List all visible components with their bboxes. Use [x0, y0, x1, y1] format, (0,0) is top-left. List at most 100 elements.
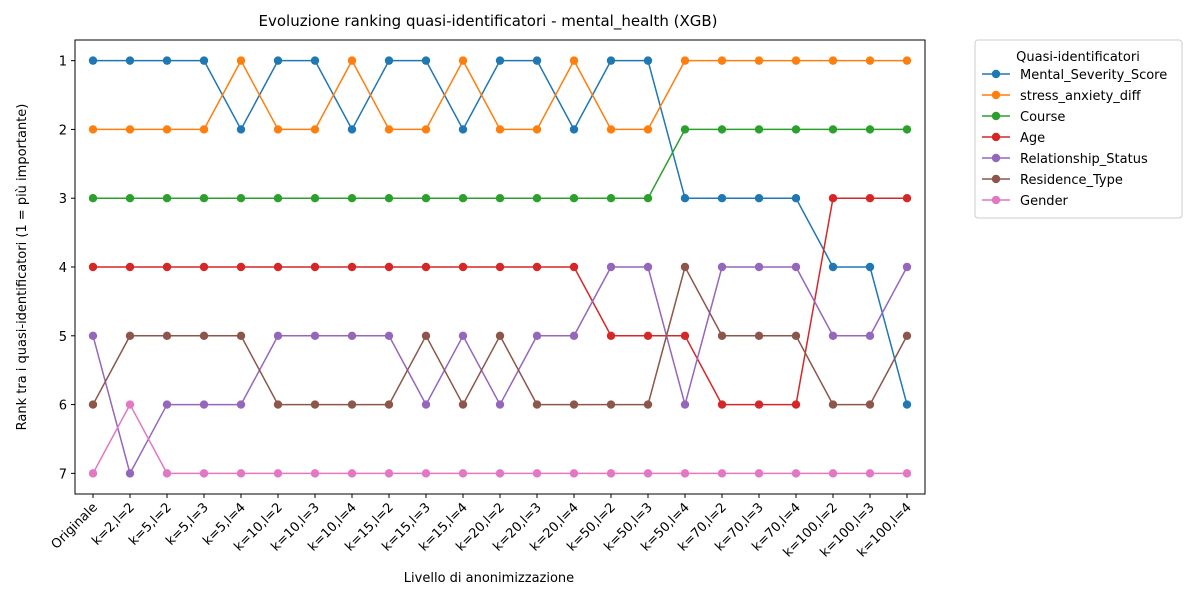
data-point	[273, 400, 283, 409]
data-point	[680, 400, 690, 409]
data-point	[495, 400, 505, 409]
data-point	[162, 56, 172, 65]
data-point	[421, 469, 431, 478]
data-point	[236, 125, 246, 134]
legend-swatch-marker	[991, 69, 1001, 79]
data-point	[347, 56, 357, 65]
data-point	[606, 331, 616, 340]
data-point	[569, 400, 579, 409]
legend-title: Quasi-identificatori	[1016, 50, 1140, 65]
data-point	[458, 125, 468, 134]
data-point	[902, 262, 912, 272]
series-Age	[88, 194, 912, 409]
y-tick-label: 1	[59, 55, 67, 70]
data-point	[532, 125, 542, 134]
series-stress_anxiety_diff	[88, 56, 912, 134]
data-point	[88, 331, 98, 340]
data-point	[569, 56, 579, 65]
legend-swatch-marker	[991, 132, 1001, 142]
data-point	[902, 400, 912, 409]
data-point	[643, 469, 653, 478]
data-point	[643, 194, 653, 203]
data-point	[865, 400, 875, 409]
data-point	[902, 125, 912, 134]
data-point	[199, 262, 209, 272]
legend-entry: Gender	[982, 194, 1069, 209]
series-line	[92, 266, 908, 476]
legend-swatch-marker	[991, 174, 1001, 184]
legend-swatch-marker	[991, 90, 1001, 100]
data-point	[384, 194, 394, 203]
legend-label: Mental_Severity_Score	[1020, 68, 1167, 83]
data-point	[458, 56, 468, 65]
data-point	[865, 194, 875, 203]
legend-frame	[974, 39, 1183, 219]
data-point	[643, 262, 653, 272]
legend-swatch-marker	[991, 153, 1001, 163]
data-point	[162, 400, 172, 409]
data-point	[902, 469, 912, 478]
data-point	[791, 262, 801, 272]
data-point	[865, 469, 875, 478]
chart-title: Evoluzione ranking quasi-identificatori …	[259, 12, 718, 31]
data-point	[347, 469, 357, 478]
data-point	[347, 194, 357, 203]
data-point	[347, 400, 357, 409]
data-point	[310, 194, 320, 203]
data-point	[384, 331, 394, 340]
data-point	[199, 194, 209, 203]
data-point	[495, 469, 505, 478]
legend-items: Mental_Severity_Score stress_anxiety_diff…	[982, 68, 1167, 209]
legend-entry: stress_anxiety_diff	[982, 89, 1142, 104]
data-point	[754, 56, 764, 65]
data-point	[828, 194, 838, 203]
legend: Quasi-identificatori Mental_Severity_Sco…	[974, 39, 1183, 219]
data-point	[865, 125, 875, 134]
data-point	[458, 400, 468, 409]
series-Relationship_Status	[88, 262, 912, 478]
data-point	[125, 262, 135, 272]
data-point	[310, 56, 320, 65]
data-point	[717, 56, 727, 65]
data-point	[384, 56, 394, 65]
data-point	[125, 56, 135, 65]
data-point	[717, 400, 727, 409]
data-point	[421, 331, 431, 340]
data-point	[791, 469, 801, 478]
data-point	[680, 56, 690, 65]
data-point	[791, 194, 801, 203]
data-point	[310, 331, 320, 340]
legend-label: Age	[1020, 131, 1045, 146]
data-point	[532, 262, 542, 272]
data-point	[865, 331, 875, 340]
data-point	[680, 194, 690, 203]
data-point	[532, 400, 542, 409]
y-tick-label: 5	[59, 330, 67, 345]
data-point	[791, 56, 801, 65]
data-point	[717, 331, 727, 340]
legend-entry: Course	[982, 110, 1065, 125]
legend-entry: Relationship_Status	[982, 152, 1148, 167]
data-point	[384, 469, 394, 478]
data-point	[717, 469, 727, 478]
data-point	[606, 262, 616, 272]
data-point	[754, 262, 764, 272]
data-point	[347, 262, 357, 272]
series-Gender	[88, 400, 912, 478]
data-point	[569, 331, 579, 340]
data-point	[236, 331, 246, 340]
data-point	[310, 125, 320, 134]
data-point	[273, 262, 283, 272]
data-point	[754, 331, 764, 340]
data-point	[162, 262, 172, 272]
data-point	[495, 262, 505, 272]
data-point	[643, 56, 653, 65]
y-tick-label: 4	[59, 261, 67, 276]
data-point	[532, 194, 542, 203]
data-point	[569, 125, 579, 134]
data-point	[717, 194, 727, 203]
data-point	[236, 56, 246, 65]
data-point	[162, 469, 172, 478]
data-point	[828, 262, 838, 272]
